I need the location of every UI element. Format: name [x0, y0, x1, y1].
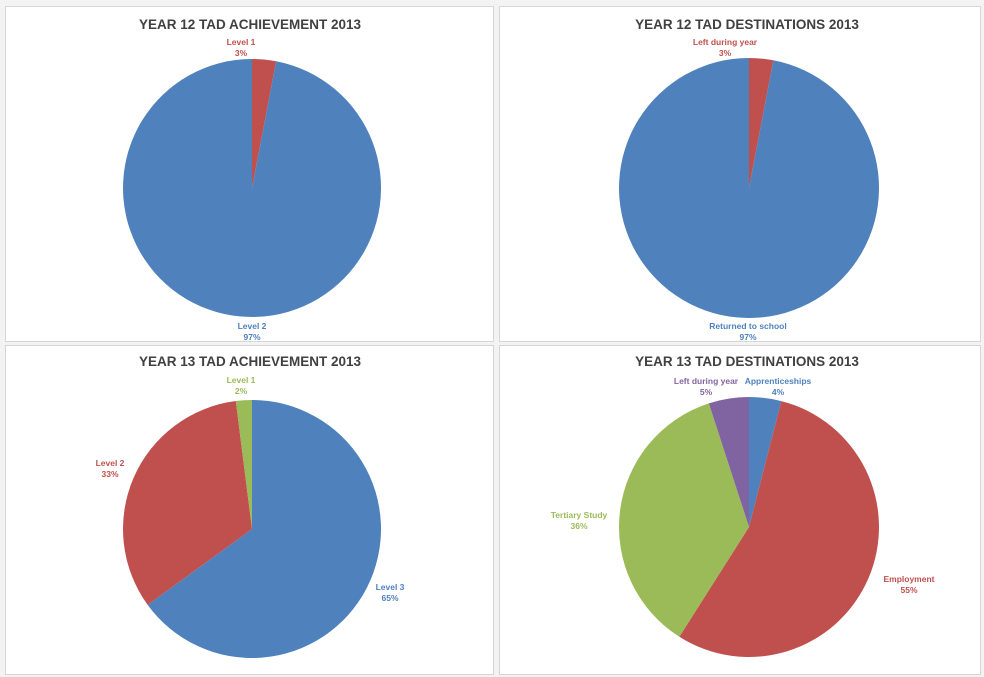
- data-label-returned-to-school: Returned to school 97%: [709, 321, 786, 342]
- chart-panel-year12-destinations: YEAR 12 TAD DESTINATIONS 2013 Left durin…: [499, 6, 981, 342]
- pie-slice-left-during-year: [708, 397, 749, 527]
- pie-slice-level-3: [147, 400, 382, 658]
- chart-panel-year12-achievement: YEAR 12 TAD ACHIEVEMENT 2013 Level 1 3% Le…: [5, 6, 494, 342]
- pie-chart: YEAR 12 TAD DESTINATIONS 2013 Left durin…: [619, 17, 880, 342]
- chart-title: YEAR 13 TAD ACHIEVEMENT 2013: [139, 354, 362, 369]
- pie-slice-tertiary-study: [618, 403, 749, 637]
- data-label-level-1: Level 1 2%: [227, 375, 256, 396]
- data-label-level-2: Level 2 97%: [238, 321, 267, 342]
- pie-slice-left-during-year: [749, 58, 774, 188]
- data-label-level-3: Level 3 65%: [376, 582, 405, 603]
- data-label-employment: Employment 55%: [883, 574, 934, 595]
- pie-chart: YEAR 13 TAD DESTINATIONS 2013 Apprentice…: [551, 354, 935, 657]
- pie-chart: YEAR 12 TAD ACHIEVEMENT 2013 Level 1 3% Le…: [123, 17, 382, 342]
- data-label-level-1: Level 1 3%: [227, 37, 256, 58]
- pie-slice-apprenticeships: [749, 397, 782, 527]
- data-label-tertiary-study: Tertiary Study 36%: [551, 510, 608, 531]
- data-label-apprenticeships: Apprenticeships 4%: [745, 376, 812, 397]
- data-label-left-during-year: Left during year 3%: [693, 37, 758, 58]
- pie-slice-level-2: [123, 59, 382, 317]
- chart-title: YEAR 12 TAD DESTINATIONS 2013: [635, 17, 859, 32]
- chart-panel-year13-destinations: YEAR 13 TAD DESTINATIONS 2013 Apprentice…: [499, 345, 981, 675]
- chart-panel-year13-achievement: YEAR 13 TAD ACHIEVEMENT 2013 Level 3 65% L…: [5, 345, 494, 675]
- pie-slice-employment: [679, 401, 879, 657]
- pie-slice-level-1: [252, 58, 277, 188]
- pie-slice-returned-to-school: [619, 58, 880, 318]
- chart-title: YEAR 13 TAD DESTINATIONS 2013: [635, 354, 859, 369]
- pie-slice-level-2: [123, 401, 252, 605]
- pie-chart: YEAR 13 TAD ACHIEVEMENT 2013 Level 3 65% L…: [96, 354, 405, 658]
- chart-title: YEAR 12 TAD ACHIEVEMENT 2013: [139, 17, 362, 32]
- data-label-level-2: Level 2 33%: [96, 458, 125, 479]
- pie-slice-level-1: [235, 400, 252, 529]
- data-label-left-during-year: Left during year 5%: [674, 376, 739, 397]
